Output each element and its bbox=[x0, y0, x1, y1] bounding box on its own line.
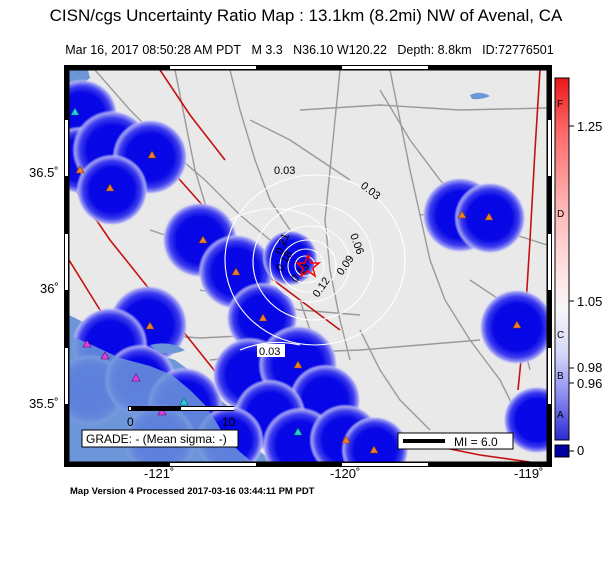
scale-bar bbox=[128, 406, 234, 411]
grade-box bbox=[81, 429, 239, 448]
event-datetime: Mar 16, 2017 08:50:28 AM PDT bbox=[65, 43, 242, 57]
map-title: CISN/cgs Uncertainty Ratio Map : 13.1km … bbox=[49, 6, 563, 25]
y-tick-label: 35.5˚ bbox=[29, 396, 59, 411]
contours bbox=[224, 174, 406, 351]
colorbar-value: 0.98 bbox=[577, 360, 602, 375]
x-tick-label: -120˚ bbox=[330, 466, 361, 481]
colorbar-value: 1.05 bbox=[577, 294, 602, 309]
processing-footer: Map Version 4 Processed 2017-03-16 03:44… bbox=[70, 486, 315, 497]
stations-orange bbox=[75, 150, 522, 454]
event-location: N36.10 W120.22 bbox=[293, 43, 387, 57]
stations-cyan bbox=[70, 107, 303, 436]
contour-label: 0.03 bbox=[259, 346, 280, 358]
colorbar-value: 1.25 bbox=[577, 119, 602, 134]
magnitude-line bbox=[403, 439, 445, 443]
lake bbox=[150, 343, 185, 354]
colorbar-letter: A bbox=[557, 410, 564, 421]
epicenter-star-icon bbox=[294, 252, 322, 278]
colorbar-value: 0 bbox=[577, 443, 584, 458]
event-info: Mar 16, 2017 08:50:28 AM PDT M 3.3 N36.1… bbox=[0, 29, 612, 57]
map-area bbox=[69, 70, 547, 462]
scale-label: 10 bbox=[222, 415, 236, 429]
colorbar-letter: C bbox=[557, 330, 564, 341]
contour-label: 0.03 bbox=[274, 165, 295, 177]
event-id: ID:72776501 bbox=[482, 43, 554, 57]
magnitude-text: MI = 6.0 bbox=[454, 435, 498, 449]
colorbar-nodata bbox=[554, 444, 570, 458]
event-magnitude: M 3.3 bbox=[251, 43, 283, 57]
x-tick-label: -119˚ bbox=[514, 466, 544, 481]
lake bbox=[470, 92, 490, 100]
map-frame bbox=[64, 65, 552, 467]
scale-label: 0 bbox=[127, 415, 134, 429]
y-tick-label: 36.5˚ bbox=[29, 165, 59, 180]
contour-label-box bbox=[257, 344, 285, 357]
colorbar-letter: D bbox=[557, 209, 564, 220]
magnitude-legend bbox=[397, 432, 514, 450]
colorbar: F D C B A 1.25 1.05 0.98 0.96 0 bbox=[554, 77, 602, 458]
colorbar-letter: B bbox=[557, 371, 564, 382]
colorbar-scale bbox=[554, 77, 570, 441]
x-tick-label: -121˚ bbox=[144, 466, 175, 481]
colorbar-letter: F bbox=[557, 99, 563, 110]
colorbar-value: 0.96 bbox=[577, 376, 602, 391]
y-tick-label: 36˚ bbox=[40, 281, 59, 296]
event-depth: Depth: 8.8km bbox=[397, 43, 472, 57]
stations-magenta bbox=[82, 339, 167, 416]
grade-text: GRADE: - (Mean sigma: -) bbox=[86, 432, 227, 446]
